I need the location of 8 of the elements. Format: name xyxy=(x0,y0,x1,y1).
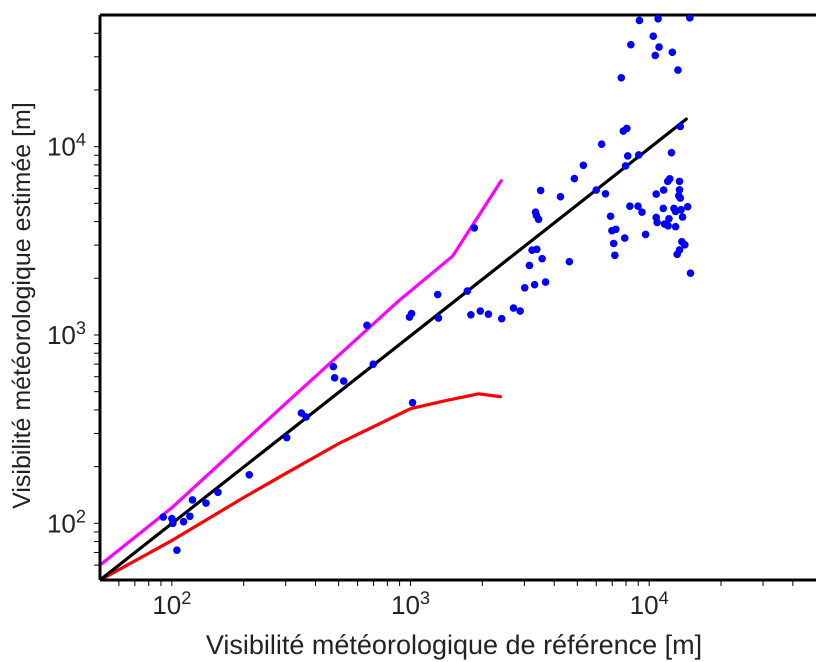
y-tick-label: 10$^{4}$ xyxy=(46,130,86,162)
x-tick-label: 10$^{4}$ xyxy=(630,588,669,620)
x-tick-label: 10$^{3}$ xyxy=(390,588,430,620)
y-tick-label: 10$^{3}$ xyxy=(46,318,86,350)
y-tick-label: 10$^{2}$ xyxy=(46,506,86,538)
y-axis-title: Visibilité météorologique estimée [m] xyxy=(8,102,36,509)
x-axis-title: Visibilité météorologique de référence [m] xyxy=(206,630,702,660)
x-tick-label: 10$^{2}$ xyxy=(152,588,192,620)
